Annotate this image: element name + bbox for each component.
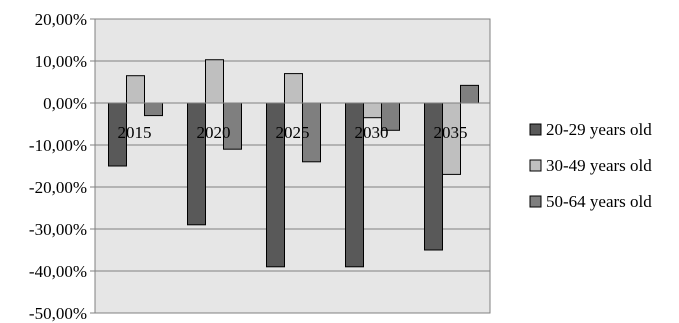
bars — [95, 59, 490, 268]
bar-20-29-years-old-2020 — [187, 102, 206, 226]
legend-label-0: 20-29 years old — [546, 120, 652, 139]
bar-30-49-years-old-2020 — [205, 59, 224, 104]
y-tick-label: 0,00% — [43, 94, 87, 113]
y-tick-label: -40,00% — [29, 262, 87, 281]
y-tick-label: -30,00% — [29, 220, 87, 239]
x-tick-label-2030: 2030 — [355, 123, 389, 142]
bar-50-64-years-old-2035 — [460, 84, 479, 104]
x-axis-labels: 2015 2020 2025 2030 2035 — [118, 123, 468, 142]
x-tick-label-2025: 2025 — [276, 123, 310, 142]
legend-label-2: 50-64 years old — [546, 192, 652, 211]
bar-30-49-years-old-2015 — [126, 75, 145, 104]
legend-swatch-0 — [529, 123, 542, 136]
bar-50-64-years-old-2015 — [144, 102, 163, 117]
y-tick-label: 20,00% — [35, 10, 87, 29]
x-tick-label-2015: 2015 — [118, 123, 152, 142]
y-axis: 20,00% 10,00% 0,00% -10,00% -20,00% -30,00% -4… — [29, 10, 96, 323]
y-tick-label: -10,00% — [29, 136, 87, 155]
legend-swatch-1 — [529, 159, 542, 172]
x-tick-label-2020: 2020 — [197, 123, 231, 142]
y-tick-label: 10,00% — [35, 52, 87, 71]
y-tick-label: -20,00% — [29, 178, 87, 197]
bar-30-49-years-old-2030 — [363, 102, 382, 119]
legend-label-1: 30-49 years old — [546, 156, 652, 175]
y-tick-label: -50,00% — [29, 304, 87, 323]
bar-30-49-years-old-2025 — [284, 73, 303, 104]
x-tick-label-2035: 2035 — [434, 123, 468, 142]
legend: 20-29 years old 30-49 years old 50-64 year… — [529, 120, 652, 211]
legend-swatch-2 — [529, 195, 542, 208]
